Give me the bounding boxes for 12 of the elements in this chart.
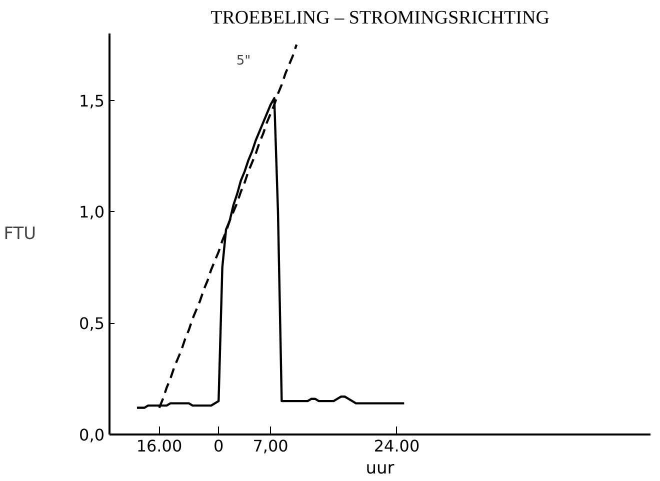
annotation: 5"	[236, 54, 251, 68]
chart-title: TROEBELING – STROMINGSRICHTING	[210, 8, 550, 28]
x-tick-label: 7,00	[252, 436, 288, 456]
x-axis-title: uur	[366, 458, 394, 478]
y-tick-label: 1,0	[79, 202, 105, 222]
x-tick-label: 24.00	[374, 436, 420, 456]
y-tick-label: 0,5	[79, 314, 105, 334]
y-axis-title: FTU	[4, 224, 36, 244]
y-tick-label: 1,5	[79, 91, 105, 110]
x-tick-label: 0	[214, 436, 224, 456]
y-tick-label: 0,0	[79, 426, 105, 444]
x-tick-label: 16.00	[136, 436, 182, 456]
